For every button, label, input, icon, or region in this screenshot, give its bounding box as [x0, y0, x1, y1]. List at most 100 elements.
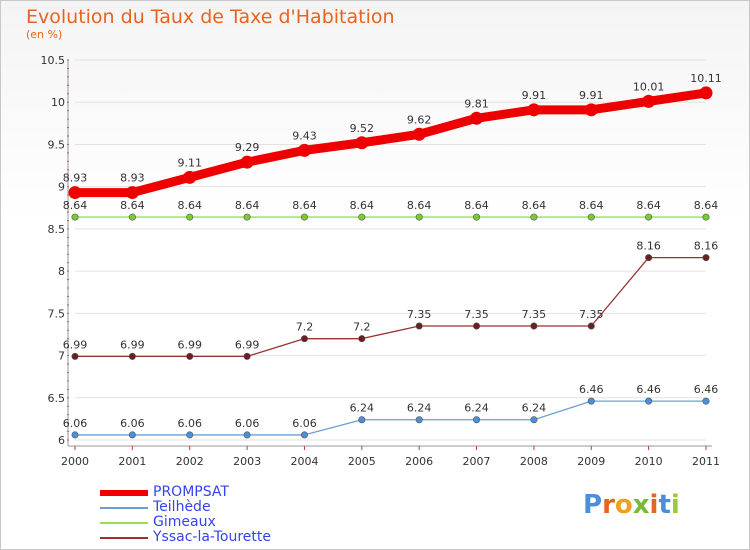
data-point	[300, 213, 308, 221]
legend-label-prompsat: PROMPSAT	[153, 484, 229, 500]
x-tick-label: 2011	[692, 455, 720, 468]
data-label: 9.29	[235, 141, 260, 154]
data-label: 9.91	[579, 89, 604, 102]
data-point	[473, 322, 481, 330]
x-tick-label: 2005	[348, 455, 376, 468]
series-line-teilh-de	[74, 400, 707, 436]
data-point	[530, 322, 538, 330]
data-label: 9.43	[292, 129, 317, 142]
data-label: 6.06	[120, 417, 145, 430]
data-point	[125, 186, 139, 200]
data-label: 6.06	[292, 417, 317, 430]
data-label: 6.24	[407, 402, 432, 415]
series-line-prompsat	[70, 88, 711, 198]
legend-swatch-teilhede	[100, 507, 148, 509]
data-point	[645, 254, 653, 262]
data-point	[587, 213, 595, 221]
legend-swatch-gimeaux	[100, 522, 148, 524]
data-point	[186, 352, 194, 360]
logo-letter: x	[632, 490, 650, 520]
logo-letter: t	[658, 490, 671, 520]
logo-letter: i	[670, 490, 680, 520]
data-label: 8.64	[579, 199, 604, 212]
series-line-yssac-la-tourette	[74, 256, 707, 358]
y-tick-label: 8	[58, 265, 65, 278]
logo-letter: P	[583, 490, 603, 520]
data-label: 8.64	[522, 199, 547, 212]
data-point	[358, 335, 366, 343]
x-tick-label: 2006	[405, 455, 433, 468]
logo-letter: r	[602, 490, 615, 520]
data-label: 8.64	[407, 199, 432, 212]
data-point	[527, 103, 541, 117]
data-label: 6.46	[579, 383, 604, 396]
x-tick-label: 2009	[577, 455, 605, 468]
y-tick-label: 10.5	[41, 54, 66, 67]
data-label: 7.2	[296, 321, 314, 334]
legend-swatch-prompsat	[100, 490, 148, 496]
data-label: 8.64	[350, 199, 375, 212]
data-point	[530, 213, 538, 221]
data-label: 6.24	[464, 402, 489, 415]
data-label: 6.06	[177, 417, 202, 430]
legend-swatch-yssac	[100, 537, 148, 539]
data-point	[587, 322, 595, 330]
data-point	[473, 213, 481, 221]
legend-label-yssac: Yssac-la-Tourette	[153, 529, 271, 545]
data-point	[530, 416, 538, 424]
data-point	[355, 136, 369, 150]
y-tick-label: 8.5	[48, 223, 66, 236]
data-label: 7.35	[522, 308, 547, 321]
y-tick-label: 6.5	[48, 392, 66, 405]
data-point	[128, 431, 136, 439]
data-label: 7.35	[407, 308, 432, 321]
y-tick-label: 10	[51, 96, 65, 109]
data-label: 8.16	[636, 240, 661, 253]
data-point	[470, 111, 484, 125]
data-label: 6.24	[350, 402, 375, 415]
data-label: 9.81	[464, 97, 489, 110]
data-label: 8.93	[63, 172, 88, 185]
data-point	[297, 143, 311, 157]
data-point	[243, 352, 251, 360]
data-label: 8.64	[292, 199, 317, 212]
data-label: 8.64	[63, 199, 88, 212]
x-tick-label: 2003	[233, 455, 261, 468]
data-point	[587, 397, 595, 405]
data-point	[645, 213, 653, 221]
data-label: 6.46	[694, 383, 719, 396]
data-label: 6.24	[522, 402, 547, 415]
data-label: 8.16	[694, 240, 719, 253]
data-label: 6.99	[63, 338, 88, 351]
y-tick-label: 7.5	[48, 307, 66, 320]
data-point	[415, 416, 423, 424]
data-label: 9.62	[407, 113, 432, 126]
data-label: 6.06	[63, 417, 88, 430]
data-point	[240, 155, 254, 169]
data-label: 6.06	[235, 417, 260, 430]
data-point	[358, 416, 366, 424]
data-point	[415, 213, 423, 221]
data-label: 8.64	[636, 199, 661, 212]
data-point	[473, 416, 481, 424]
data-point	[71, 431, 79, 439]
data-point	[300, 335, 308, 343]
x-tick-label: 2007	[463, 455, 491, 468]
y-tick-label: 9.5	[48, 138, 66, 151]
legend-label-gimeaux: Gimeaux	[153, 514, 216, 530]
data-point	[702, 254, 710, 262]
x-tick-label: 2010	[635, 455, 663, 468]
data-point	[243, 431, 251, 439]
data-label: 9.11	[177, 156, 202, 169]
data-label: 8.64	[120, 199, 145, 212]
x-tick-label: 2004	[290, 455, 318, 468]
data-label: 10.01	[633, 80, 665, 93]
y-tick-label: 7	[58, 350, 65, 363]
data-point	[699, 86, 713, 100]
data-label: 8.64	[235, 199, 260, 212]
data-point	[584, 103, 598, 117]
x-tick-label: 2000	[61, 455, 89, 468]
data-label: 7.35	[464, 308, 489, 321]
